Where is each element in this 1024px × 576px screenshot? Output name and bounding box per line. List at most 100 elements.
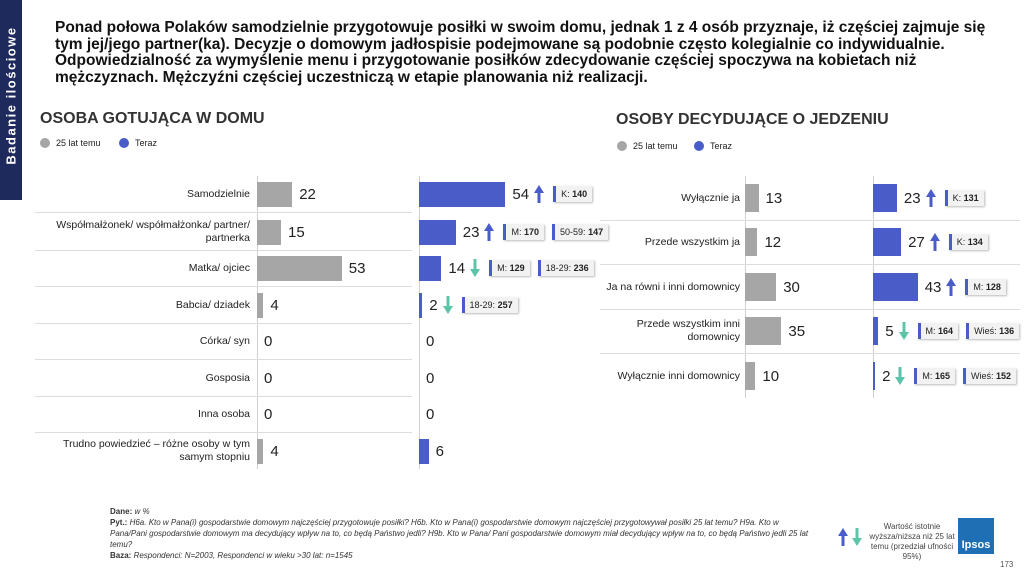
- legend-item: 25 lat temu: [40, 138, 101, 148]
- bar-row: 15: [257, 214, 305, 250]
- category-label: Ja na równi i inni domownicy: [606, 280, 740, 293]
- badge-count: 152: [995, 371, 1012, 381]
- bar-row: 23 M: 170 50-59: 147: [419, 214, 609, 250]
- category-label: Samodzielnie: [186, 187, 250, 200]
- legend-label: 25 lat temu: [633, 141, 678, 151]
- badge-count: 129: [509, 263, 525, 273]
- value-label: 0: [426, 405, 435, 423]
- legend-item: 25 lat temu: [617, 141, 678, 151]
- bar-row: 0: [257, 360, 272, 396]
- row-separator: [35, 359, 412, 360]
- chart-title: OSOBA GOTUJĄCA W DOMU: [40, 110, 265, 127]
- bar: [745, 228, 758, 256]
- bar-row: 43 M: 128: [873, 265, 1006, 309]
- badge-group: K:: [561, 189, 570, 199]
- trend-arrow: [925, 189, 936, 207]
- trend-arrow: [470, 259, 481, 277]
- trend-arrow: [484, 223, 495, 241]
- bar: [419, 438, 429, 464]
- category-label: Trudno powiedzieć – różne osoby w tym sa…: [63, 438, 250, 463]
- badge-group: M:: [922, 371, 933, 381]
- value-label: 0: [264, 405, 273, 423]
- category-label: Matka/ ojciec: [188, 261, 250, 274]
- value-label: 4: [270, 296, 279, 314]
- footnote-text: Respondenci: N=2003, Respondenci w wieku…: [133, 551, 353, 560]
- bar: [745, 362, 756, 390]
- row-separator: [600, 264, 1020, 265]
- bar: [745, 317, 782, 345]
- sidebar: Badanie ilościowe: [0, 0, 22, 200]
- axis-line: [419, 176, 420, 469]
- row-separator: [35, 286, 412, 287]
- badge-count: 170: [524, 227, 540, 237]
- badge-group: 50-59:: [560, 227, 586, 237]
- bar-row: 6: [419, 433, 444, 469]
- badge: K: 140: [553, 186, 593, 202]
- header-title: Ponad połowa Polaków samodzielnie przygo…: [55, 19, 986, 86]
- legend-label: Teraz: [710, 141, 733, 151]
- bar-row: 0: [257, 396, 272, 432]
- bar: [419, 219, 456, 245]
- value-label: 10: [762, 367, 780, 385]
- row-separator: [35, 212, 412, 213]
- value-label: 13: [765, 189, 783, 207]
- badge-group: M:: [925, 326, 936, 336]
- sidebar-text: Badanie ilościowe: [3, 26, 19, 165]
- bar: [419, 292, 423, 318]
- bar-row: 2 18-29: 257: [419, 287, 518, 323]
- bar: [257, 181, 293, 207]
- badge-group: M:: [497, 263, 508, 273]
- badge-count: 165: [934, 371, 950, 381]
- legend-label: 25 lat temu: [56, 138, 101, 148]
- page-number: 173: [1000, 560, 1014, 569]
- bar-row: 10: [745, 354, 779, 398]
- value-label: 14: [448, 259, 466, 277]
- bar: [419, 181, 506, 207]
- badge-count: 236: [573, 263, 589, 273]
- axis-line: [257, 176, 258, 469]
- badge: M: 164: [917, 323, 959, 339]
- bar: [873, 317, 879, 345]
- legend-swatch: [617, 141, 627, 151]
- value-label: 4: [270, 442, 279, 460]
- badge-group: K:: [956, 237, 966, 247]
- value-label: 54: [512, 185, 530, 203]
- badge-group: M:: [973, 282, 984, 292]
- bar: [257, 438, 264, 464]
- badge: 18-29: 257: [461, 297, 518, 313]
- badge-count: 136: [999, 326, 1015, 336]
- bar-row: 14 M: 129 18-29: 236: [419, 250, 594, 286]
- value-label: 0: [426, 332, 435, 350]
- footnote-label: Pyt.:: [110, 518, 128, 527]
- note-arrows: [838, 528, 862, 546]
- row-separator: [600, 220, 1020, 221]
- logo: Ipsos: [958, 518, 994, 554]
- value-label: 0: [264, 369, 273, 387]
- footnote-question: Pyt.: H6a. Kto w Pana(i) gospodarstwie d…: [110, 517, 810, 550]
- badge: 18-29: 236: [537, 260, 594, 276]
- bar: [419, 255, 442, 281]
- value-label: 0: [426, 369, 435, 387]
- badge-group: K:: [952, 193, 962, 203]
- bar-row: 27 K: 134: [873, 220, 988, 264]
- bar: [873, 228, 902, 256]
- bar: [873, 184, 897, 212]
- bar-row: 5 M: 164 Wieś: 136: [873, 309, 1020, 353]
- note-text: Wartość istotnie wyższa/niższa niż 25 la…: [869, 522, 955, 561]
- bar-row: 2 M: 165 Wieś: 152: [873, 354, 1017, 398]
- footnote-label: Dane:: [110, 507, 133, 516]
- badge: K: 134: [948, 234, 988, 250]
- legend-label: Teraz: [135, 138, 158, 148]
- category-label: Inna osoba: [198, 407, 250, 420]
- badge-group: 18-29:: [545, 263, 572, 273]
- chart-title: OSOBY DECYDUJĄCE O JEDZENIU: [616, 111, 889, 128]
- trend-arrow: [898, 322, 909, 340]
- footnote-text: w %: [134, 507, 150, 516]
- value-label: 5: [885, 322, 894, 340]
- badge-count: 147: [588, 227, 604, 237]
- category-label: Wyłącznie ja: [681, 191, 740, 204]
- bar: [257, 255, 342, 281]
- badge: 50-59: 147: [552, 224, 609, 240]
- legend-swatch: [694, 141, 704, 151]
